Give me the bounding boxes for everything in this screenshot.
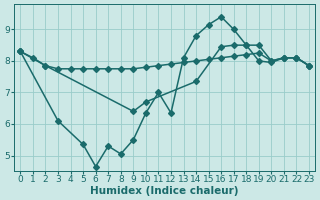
X-axis label: Humidex (Indice chaleur): Humidex (Indice chaleur) xyxy=(91,186,239,196)
